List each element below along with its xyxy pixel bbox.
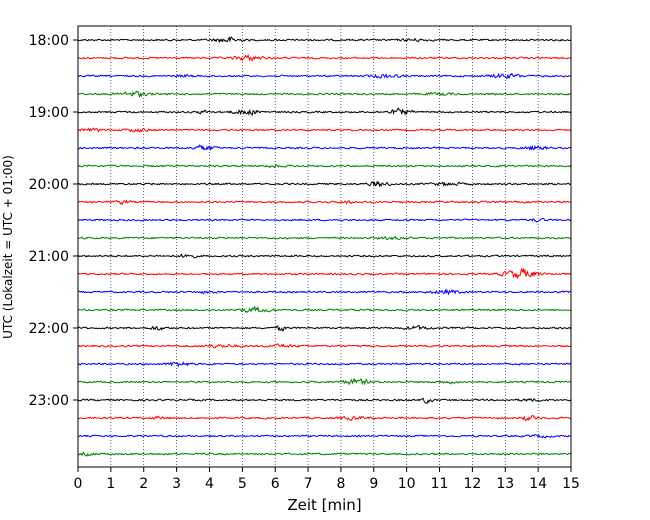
x-axis-ticks: 0 1 2 3 4 5 6 7 8 9 10 11 12 13 14 15 xyxy=(74,467,580,492)
trace-2130 xyxy=(77,288,572,296)
trace-2315 xyxy=(77,415,572,422)
x-tick-label: 6 xyxy=(271,476,280,492)
x-tick-label: 11 xyxy=(431,476,449,492)
x-tick-label: 0 xyxy=(74,476,83,492)
trace-2230 xyxy=(77,361,572,368)
plot-frame xyxy=(77,25,572,468)
x-tick-label: 7 xyxy=(304,476,313,492)
x-tick-label: 3 xyxy=(172,476,181,492)
x-tick-label: 5 xyxy=(238,476,247,492)
trace-2345 xyxy=(77,451,572,457)
trace-1900 xyxy=(77,107,572,117)
x-tick-label: 8 xyxy=(336,476,345,492)
y-tick-label: 23:00 xyxy=(29,393,69,409)
x-tick-label: 14 xyxy=(529,476,547,492)
x-tick-label: 4 xyxy=(205,476,214,492)
trace-1915 xyxy=(77,127,572,133)
trace-2300 xyxy=(77,397,572,405)
x-tick-label: 10 xyxy=(398,476,416,492)
x-tick-label: 1 xyxy=(106,476,115,492)
trace-1830 xyxy=(77,72,572,80)
trace-2100 xyxy=(77,253,572,259)
x-tick-label: 2 xyxy=(139,476,148,492)
trace-1815 xyxy=(77,53,572,63)
y-axis-ticks: 18:00 19:00 20:00 21:00 22:00 23:00 xyxy=(29,33,78,409)
x-tick-label: 9 xyxy=(369,476,378,492)
x-axis-title: Zeit [min] xyxy=(287,496,361,514)
y-tick-label: 18:00 xyxy=(29,33,69,49)
trace-2330 xyxy=(77,433,572,439)
y-tick-label: 20:00 xyxy=(29,177,69,193)
x-tick-label: 12 xyxy=(463,476,481,492)
trace-2045 xyxy=(77,235,572,241)
trace-2015 xyxy=(77,199,572,206)
x-tick-label: 13 xyxy=(496,476,514,492)
trace-2245 xyxy=(77,377,572,386)
y-tick-label: 22:00 xyxy=(29,321,69,337)
trace-1945 xyxy=(77,164,572,169)
trace-2030 xyxy=(77,217,572,223)
y-tick-label: 19:00 xyxy=(29,105,69,121)
y-tick-label: 21:00 xyxy=(29,249,69,265)
trace-1800 xyxy=(77,36,572,44)
trace-2145 xyxy=(77,305,572,313)
trace-2200 xyxy=(77,324,572,332)
trace-2000 xyxy=(77,180,572,188)
trace-1930 xyxy=(77,144,572,152)
seismogram-traces xyxy=(77,36,572,457)
trace-2115 xyxy=(77,267,572,280)
trace-1845 xyxy=(78,90,572,99)
trace-2215 xyxy=(77,343,572,349)
x-tick-label: 15 xyxy=(562,476,580,492)
y-axis-title: UTC (Lokalzeit = UTC + 01:00) xyxy=(1,155,15,339)
